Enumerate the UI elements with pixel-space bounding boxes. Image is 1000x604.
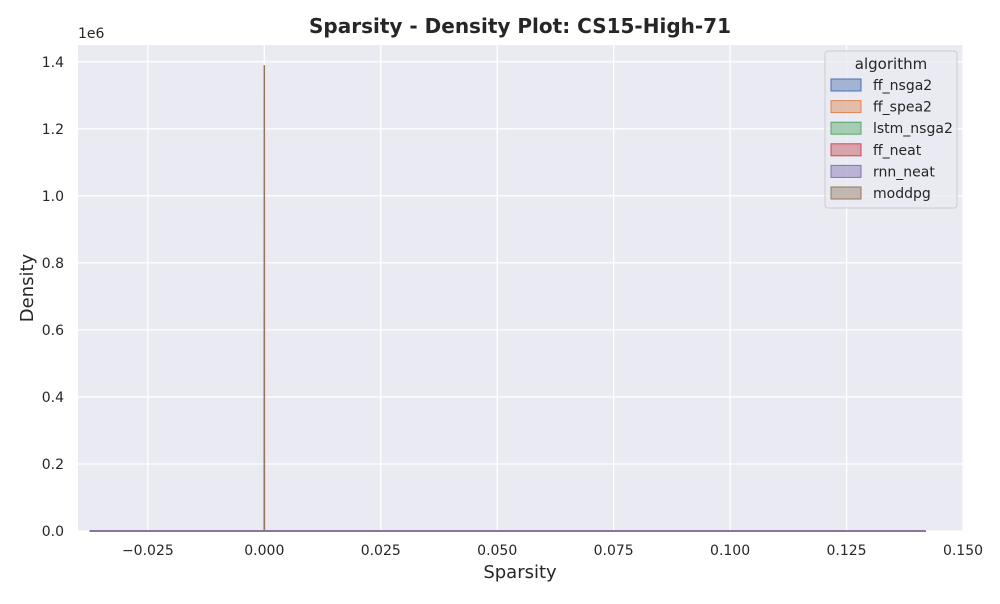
y-tick-label: 1.0 xyxy=(42,189,64,205)
legend-label-ff_neat: ff_neat xyxy=(873,143,922,159)
legend-label-moddpg: moddpg xyxy=(873,186,931,202)
x-tick-label: 0.100 xyxy=(710,543,750,559)
y-tick-label: 0.0 xyxy=(42,524,64,540)
y-tick-label: 0.6 xyxy=(42,323,64,339)
x-tick-label: 0.075 xyxy=(594,543,634,559)
legend-label-ff_nsga2: ff_nsga2 xyxy=(873,78,932,94)
x-tick-label: 0.000 xyxy=(244,543,284,559)
y-axis-label: Density xyxy=(17,253,38,322)
x-tick-label: −0.025 xyxy=(122,543,174,559)
y-tick-label: 0.8 xyxy=(42,256,64,272)
y-tick-label: 1.4 xyxy=(42,55,64,71)
legend-swatch-lstm_nsga2 xyxy=(831,122,861,134)
legend-swatch-moddpg xyxy=(831,187,861,199)
y-multiplier-label: 1e6 xyxy=(78,26,105,42)
chart-title: Sparsity - Density Plot: CS15-High-71 xyxy=(309,14,731,38)
x-tick-labels: −0.025 0.000 0.025 0.050 0.075 0.100 0.125 0.15… xyxy=(122,543,983,559)
x-tick-label: 0.125 xyxy=(827,543,867,559)
legend: algorithm ff_nsga2 ff_spea2 lstm_nsga2 ff_n… xyxy=(825,51,957,208)
legend-swatch-ff_neat xyxy=(831,144,861,156)
y-tick-label: 1.2 xyxy=(42,122,64,138)
x-tick-label: 0.025 xyxy=(361,543,401,559)
y-tick-label: 0.2 xyxy=(42,457,64,473)
legend-label-ff_spea2: ff_spea2 xyxy=(873,100,932,116)
legend-swatch-rnn_neat xyxy=(831,165,861,177)
legend-title: algorithm xyxy=(855,55,927,73)
x-axis-label: Sparsity xyxy=(483,562,557,583)
y-tick-label: 0.4 xyxy=(42,390,64,406)
legend-label-lstm_nsga2: lstm_nsga2 xyxy=(873,121,953,137)
x-tick-label: 0.050 xyxy=(477,543,517,559)
legend-swatch-ff_spea2 xyxy=(831,101,861,113)
x-tick-label: 0.150 xyxy=(943,543,983,559)
legend-swatch-ff_nsga2 xyxy=(831,79,861,91)
legend-label-rnn_neat: rnn_neat xyxy=(873,164,935,180)
y-tick-labels: 0.0 0.2 0.4 0.6 0.8 1.0 1.2 1.4 xyxy=(42,55,64,540)
